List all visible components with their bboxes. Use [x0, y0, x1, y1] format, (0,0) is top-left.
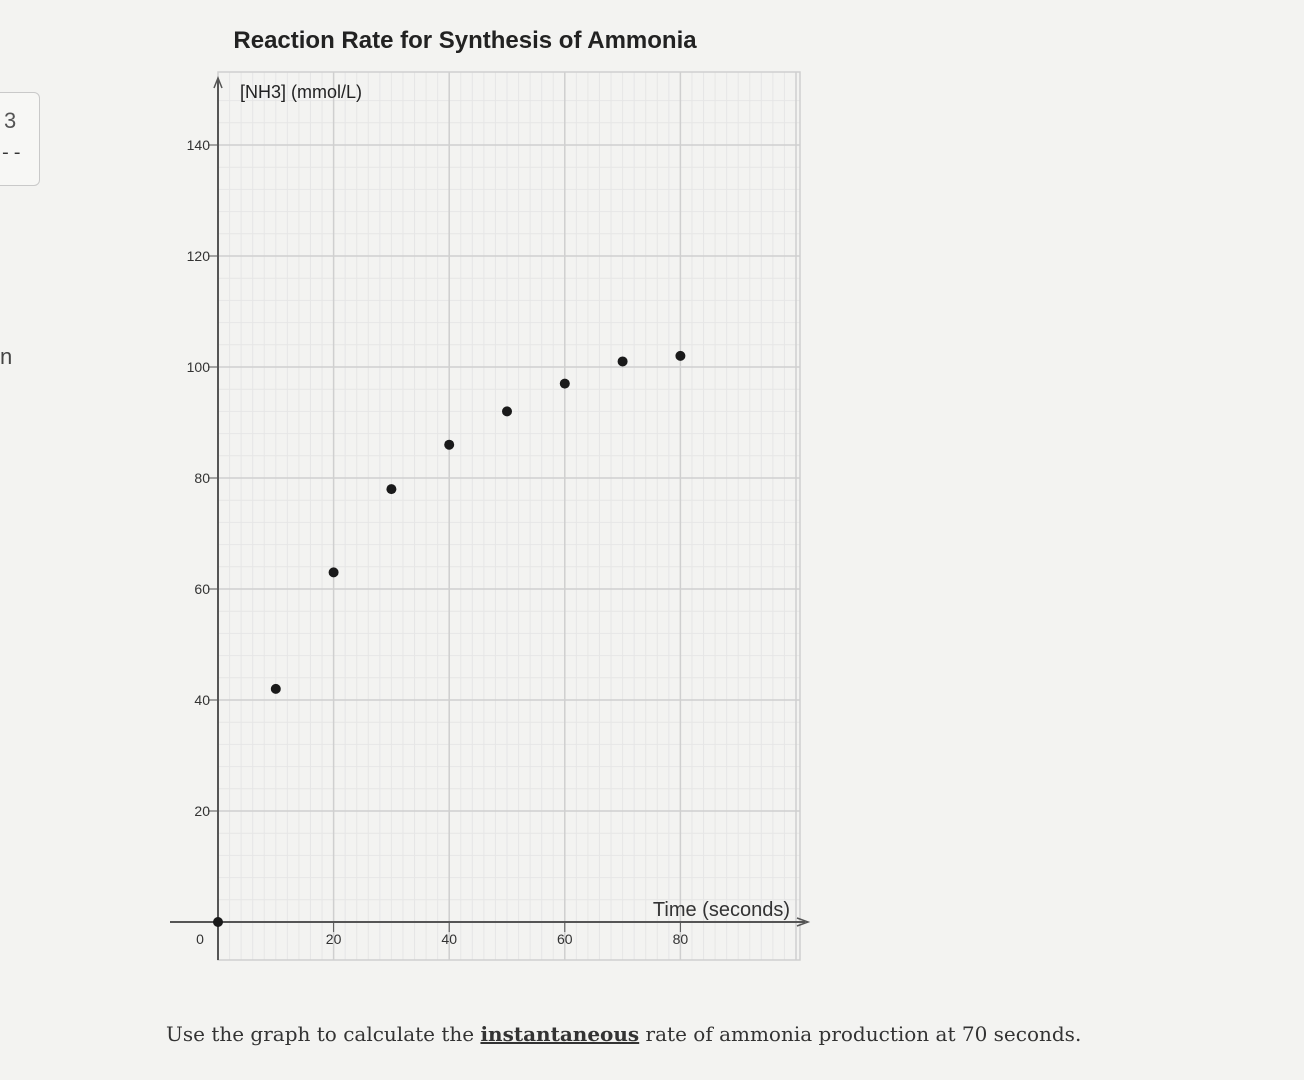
question-emphasis: instantaneous [480, 1022, 640, 1046]
y-axis-label: [NH3] (mmol/L) [240, 82, 362, 102]
x-tick-label: 40 [441, 931, 457, 947]
y-tick-label: 120 [187, 248, 211, 264]
x-tick-label: 20 [326, 931, 342, 947]
major-grid [217, 71, 801, 961]
data-point [270, 683, 281, 694]
data-point [444, 439, 455, 450]
y-tick-label: 100 [187, 359, 211, 375]
y-tick-label: 60 [194, 581, 210, 597]
y-tick-label: 80 [194, 470, 210, 486]
scatter-chart: 20 40 60 80 100 120 140 0 20 40 60 80 Reaction Rat… [170, 27, 811, 961]
x-axis-arrow [796, 917, 811, 927]
y-axis-arrow [213, 75, 223, 89]
side-text-fragment: n [0, 344, 13, 369]
side-tab-dash: -- [0, 144, 24, 164]
x-tick-labels: 0 20 40 60 80 [196, 922, 688, 947]
x-axis-label: Time (seconds) [653, 899, 790, 921]
question-after: rate of ammonia production at 70 seconds… [639, 1022, 1082, 1046]
y-tick-labels: 20 40 60 80 100 120 140 [187, 137, 218, 819]
side-tab-number: 3 [4, 108, 17, 133]
question-text: Use the graph to calculate the instantan… [166, 1022, 1286, 1046]
data-point [213, 917, 223, 927]
chart-title: Reaction Rate for Synthesis of Ammonia [233, 27, 697, 54]
data-points [213, 350, 686, 927]
data-point [559, 378, 570, 389]
data-point [502, 406, 512, 417]
x-tick-label: 60 [557, 931, 573, 947]
data-point [328, 567, 339, 578]
x-tick-label: 80 [673, 931, 689, 947]
plot-border [217, 71, 801, 961]
minor-grid [218, 72, 800, 960]
axes [170, 75, 811, 960]
data-point [617, 356, 628, 367]
data-point [675, 350, 686, 361]
side-tab[interactable] [0, 92, 40, 186]
question-before: Use the graph to calculate the [166, 1022, 481, 1046]
data-point [386, 484, 397, 495]
y-tick-label: 140 [187, 137, 211, 153]
y-tick-label: 20 [194, 803, 210, 819]
x-tick-label: 0 [196, 931, 204, 947]
y-tick-label: 40 [194, 692, 210, 708]
